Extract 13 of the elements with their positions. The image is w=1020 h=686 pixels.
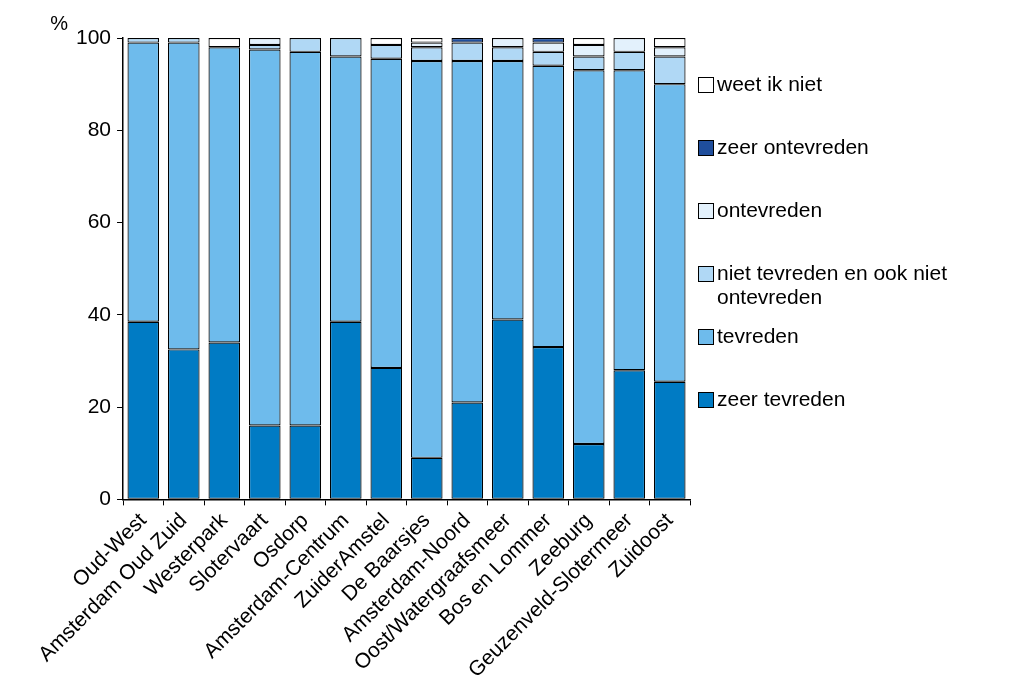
y-tick-label: 0 — [99, 486, 112, 510]
legend-label: zeer tevreden — [717, 387, 846, 411]
legend-label: ontevreden — [717, 198, 823, 222]
y-axis-title: % — [50, 11, 69, 34]
y-tick-label: 20 — [87, 393, 112, 417]
legend-label: weet ik niet — [717, 72, 823, 96]
y-tick-label: 80 — [87, 117, 112, 141]
series-label: tevreden — [717, 324, 799, 348]
y-tick-label: 100 — [75, 24, 112, 48]
legend-label: niet tevreden en ook niet ontevreden — [717, 261, 948, 309]
legend-label: zeer ontevreden — [717, 135, 869, 159]
y-tick-label: 60 — [87, 209, 112, 233]
y-tick-label: 40 — [87, 301, 112, 325]
